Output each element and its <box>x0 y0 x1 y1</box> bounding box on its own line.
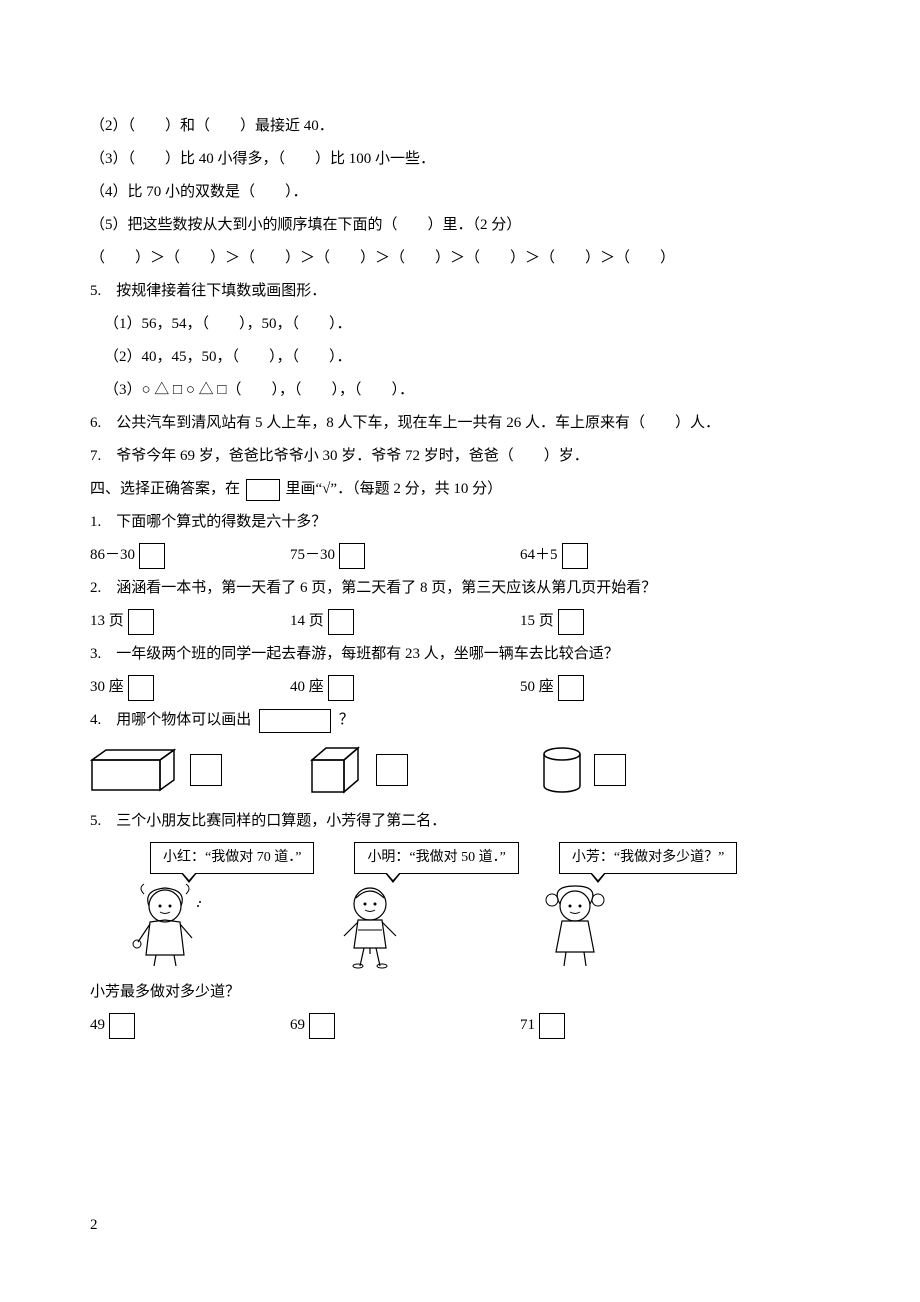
checkbox[interactable] <box>190 754 222 786</box>
target-rectangle <box>259 709 331 733</box>
sub-item-5: （5）把这些数按从大到小的顺序填在下面的（ ）里．（2 分） <box>90 209 830 242</box>
s4-q5-subquestion: 小芳最多做对多少道？ <box>90 976 830 1009</box>
s4-q2-opt-a: 13 页 <box>90 605 290 638</box>
sub-item-5-ordering: （ ）＞（ ）＞（ ）＞（ ）＞（ ）＞（ ）＞（ ）＞（ ） <box>90 242 830 275</box>
s4-q5-options: 49 69 71 <box>90 1009 830 1042</box>
kids-row: ληpath d="M32,43 L18,58 M58,43 L72,58" f… <box>120 880 830 970</box>
checkbox[interactable] <box>558 609 584 635</box>
section-4-heading: 四、选择正确答案，在 里画“√”．（每题 2 分，共 10 分） <box>90 473 830 506</box>
question-5-title: 5. 按规律接着往下填数或画图形． <box>90 275 830 308</box>
checkbox[interactable] <box>376 754 408 786</box>
checkbox[interactable] <box>139 543 165 569</box>
speech-row: 小红：“我做对 70 道．” 小明：“我做对 50 道．” 小芳：“我做对多少道… <box>150 842 830 874</box>
s4-q4-options <box>90 745 830 795</box>
checkbox[interactable] <box>309 1013 335 1039</box>
s4-q1-options: 86－30 75－30 64＋5 <box>90 539 830 572</box>
s4-q2: 2. 涵涵看一本书，第一天看了 6 页，第二天看了 8 页，第三天应该从第几页开… <box>90 572 830 605</box>
speech-xiaofang: 小芳：“我做对多少道？” <box>559 842 737 874</box>
cuboid-icon <box>90 748 180 792</box>
girl-xiaohong-icon <box>120 880 210 970</box>
page-number: 2 <box>90 1209 98 1242</box>
s4-q4: 4. 用哪个物体可以画出 ？ <box>90 704 830 737</box>
sub-item-2: （2）（ ）和（ ）最接近 40． <box>90 110 830 143</box>
s4-q1-opt-b: 75－30 <box>290 539 520 572</box>
checkbox[interactable] <box>594 754 626 786</box>
s4-q5-opt-c: 71 <box>520 1009 720 1042</box>
s4-q3-opt-b: 40 座 <box>290 671 520 704</box>
question-5-3: （3）○ △ □ ○ △ □（ ），（ ），（ ）． <box>104 374 830 407</box>
speech-xiaohong: 小红：“我做对 70 道．” <box>150 842 314 874</box>
section-4-heading-b: 里画“√”．（每题 2 分，共 10 分） <box>286 481 503 497</box>
checkbox[interactable] <box>128 609 154 635</box>
checkbox[interactable] <box>339 543 365 569</box>
s4-q1-opt-a: 86－30 <box>90 539 290 572</box>
sub-item-3: （3）（ ）比 40 小得多，（ ）比 100 小一些． <box>90 143 830 176</box>
sub-item-4: （4）比 70 小的双数是（ ）． <box>90 176 830 209</box>
s4-q5: 5. 三个小朋友比赛同样的口算题，小芳得了第二名． <box>90 805 830 838</box>
s4-q3-opt-c: 50 座 <box>520 671 720 704</box>
s4-q3-options: 30 座 40 座 50 座 <box>90 671 830 704</box>
s4-q3-opt-a: 30 座 <box>90 671 290 704</box>
checkbox[interactable] <box>539 1013 565 1039</box>
cube-icon <box>310 746 366 794</box>
s4-q3: 3. 一年级两个班的同学一起去春游，每班都有 23 人，坐哪一辆车去比较合适？ <box>90 638 830 671</box>
page: （2）（ ）和（ ）最接近 40． （3）（ ）比 40 小得多，（ ）比 10… <box>0 0 920 1302</box>
question-7: 7. 爷爷今年 69 岁，爸爸比爷爷小 30 岁．爷爷 72 岁时，爸爸（ ）岁… <box>90 440 830 473</box>
s4-q4-text-b: ？ <box>339 712 354 728</box>
checkbox[interactable] <box>128 675 154 701</box>
s4-q4-opt-cylinder <box>540 746 740 794</box>
s4-q5-opt-a: 49 <box>90 1009 290 1042</box>
question-5-1: （1）56，54，（ ），50，（ ）． <box>104 308 830 341</box>
s4-q2-options: 13 页 14 页 15 页 <box>90 605 830 638</box>
s4-q2-opt-c: 15 页 <box>520 605 720 638</box>
s4-q4-opt-cuboid <box>90 748 310 792</box>
question-6: 6. 公共汽车到清风站有 5 人上车，8 人下车，现在车上一共有 26 人．车上… <box>90 407 830 440</box>
checkbox[interactable] <box>328 675 354 701</box>
question-5-2: （2）40，45，50，（ ），（ ）． <box>104 341 830 374</box>
speech-xiaoming: 小明：“我做对 50 道．” <box>354 842 518 874</box>
s4-q4-opt-cube <box>310 746 540 794</box>
s4-q1: 1. 下面哪个算式的得数是六十多？ <box>90 506 830 539</box>
s4-q1-opt-c: 64＋5 <box>520 539 720 572</box>
checkbox[interactable] <box>562 543 588 569</box>
example-checkbox <box>246 479 280 501</box>
section-4-heading-a: 四、选择正确答案，在 <box>90 481 240 497</box>
girl-xiaofang-icon: ληpath d="M32,43 L18,58 M58,43 L72,58" f… <box>530 880 620 970</box>
s4-q4-text-a: 4. 用哪个物体可以画出 <box>90 712 251 728</box>
cylinder-icon <box>540 746 584 794</box>
checkbox[interactable] <box>328 609 354 635</box>
checkbox[interactable] <box>558 675 584 701</box>
checkbox[interactable] <box>109 1013 135 1039</box>
s4-q5-opt-b: 69 <box>290 1009 520 1042</box>
boy-xiaoming-icon <box>330 880 410 970</box>
s4-q2-opt-b: 14 页 <box>290 605 520 638</box>
